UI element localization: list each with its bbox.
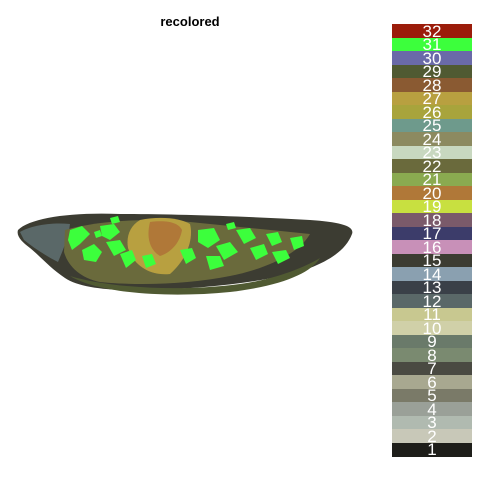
recolored-image bbox=[10, 190, 360, 310]
plot-title: recolored bbox=[0, 14, 380, 29]
color-legend: 32 31 30 29 28 27 26 25 24 23 22 21 20 19 18 17 16 15 14 13… bbox=[392, 24, 472, 456]
legend-label: 1 bbox=[392, 441, 472, 458]
